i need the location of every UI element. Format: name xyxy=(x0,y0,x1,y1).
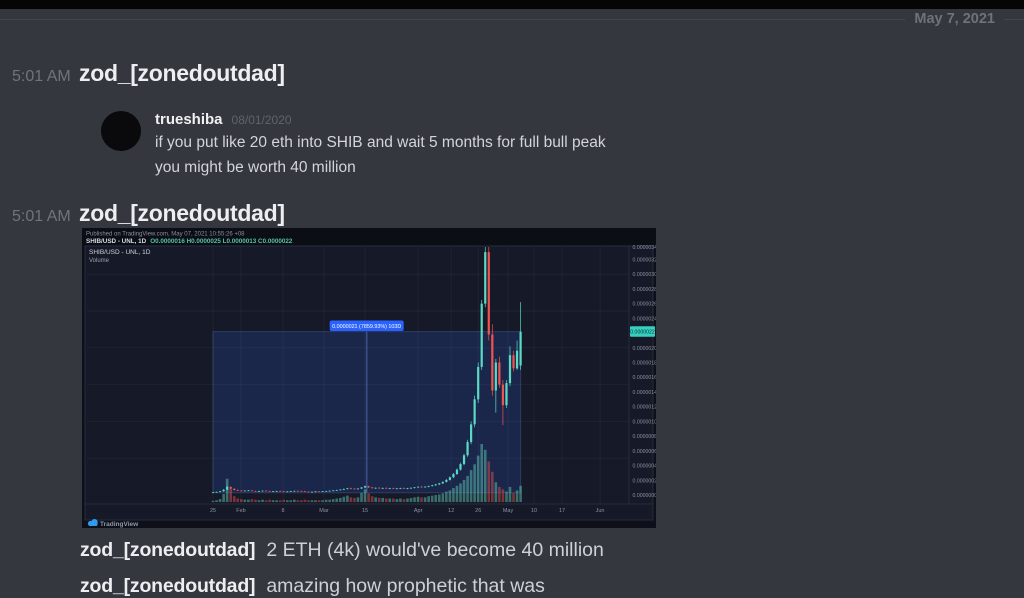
message-4: zod_[zonedoutdad] amazing how prophetic … xyxy=(80,575,545,598)
chart-panel xyxy=(84,245,654,521)
chart-ohlc-values: O0.0000016 H0.0000025 L0.0000013 C0.0000… xyxy=(150,238,293,245)
svg-text:0.0000034: 0.0000034 xyxy=(633,245,657,251)
svg-text:Feb: Feb xyxy=(236,508,245,514)
svg-text:8: 8 xyxy=(282,508,285,514)
svg-text:0.0000012: 0.0000012 xyxy=(633,405,657,411)
quoted-author[interactable]: trueshiba xyxy=(155,111,223,128)
window-top-bar xyxy=(0,0,1024,9)
quoted-timestamp: 08/01/2020 xyxy=(231,113,292,127)
chart-gridlines xyxy=(87,247,629,504)
svg-text:0.0000020: 0.0000020 xyxy=(633,346,657,352)
tradingview-chart: Published on TradingView.com, May 07, 20… xyxy=(82,228,656,528)
message-author[interactable]: zod_[zonedoutdad] xyxy=(80,539,256,561)
quoted-message-header: trueshiba 08/01/2020 xyxy=(155,111,292,128)
svg-text:0.0000016: 0.0000016 xyxy=(633,375,657,381)
message-author[interactable]: zod_[zonedoutdad] xyxy=(79,200,285,226)
svg-text:0.0000008: 0.0000008 xyxy=(633,434,657,440)
svg-text:0.0000026: 0.0000026 xyxy=(633,302,657,308)
svg-text:0.0000021 (7859.93%) 103D: 0.0000021 (7859.93%) 103D xyxy=(332,324,401,330)
chart-legend-symbol: SHIB/USD - UNL, 1D xyxy=(89,249,151,256)
svg-text:15: 15 xyxy=(362,508,368,514)
svg-text:12: 12 xyxy=(448,508,454,514)
quoted-message-body: if you put like 20 eth into SHIB and wai… xyxy=(155,130,606,180)
message-timestamp: 5:01 AM xyxy=(12,208,71,225)
chart-image-attachment[interactable]: Published on TradingView.com, May 07, 20… xyxy=(82,228,656,528)
chart-header-strip xyxy=(82,228,656,245)
svg-text:0.0000010: 0.0000010 xyxy=(633,419,657,425)
svg-text:0.0000024: 0.0000024 xyxy=(633,316,657,322)
chart-legend-volume: Volume xyxy=(89,258,110,264)
message-author[interactable]: zod_[zonedoutdad] xyxy=(79,60,285,86)
svg-text:0.0000004: 0.0000004 xyxy=(633,464,657,470)
avatar[interactable] xyxy=(101,111,141,151)
svg-text:0.0000006: 0.0000006 xyxy=(633,449,657,455)
svg-text:Jun: Jun xyxy=(596,508,605,514)
svg-text:0.0000022: 0.0000022 xyxy=(630,330,655,336)
time-axis-labels: 25 Feb 8 Mar 15 Apr 12 26 May 10 17 Jun xyxy=(210,508,604,514)
svg-text:Mar: Mar xyxy=(319,508,329,514)
message-text: amazing how prophetic that was xyxy=(266,575,545,597)
svg-text:Apr: Apr xyxy=(414,508,423,514)
message-text: 2 ETH (4k) would've become 40 million xyxy=(266,539,604,561)
date-price-range-tool xyxy=(212,331,522,494)
chart-published-line: Published on TradingView.com, May 07, 20… xyxy=(86,232,245,238)
svg-text:26: 26 xyxy=(475,508,481,514)
chart-symbol-line: SHIB/USD - UNL, 1D O0.0000016 H0.0000025 … xyxy=(86,238,293,245)
message-header-2: 5:01 AM zod_[zonedoutdad] xyxy=(12,200,285,227)
candlesticks xyxy=(211,247,522,494)
range-tool-label: 0.0000021 (7859.93%) 103D xyxy=(329,320,404,331)
message-3: zod_[zonedoutdad] 2 ETH (4k) would've be… xyxy=(80,539,604,562)
svg-text:0.0000000: 0.0000000 xyxy=(633,493,657,499)
divider-line-left xyxy=(0,18,906,20)
svg-text:TradingView: TradingView xyxy=(100,521,139,528)
quoted-message-line: if you put like 20 eth into SHIB and wai… xyxy=(155,134,606,151)
svg-text:10: 10 xyxy=(531,508,537,514)
divider-line-right xyxy=(1004,18,1024,20)
svg-text:0.0000030: 0.0000030 xyxy=(633,272,657,278)
tradingview-watermark: TradingView xyxy=(87,519,139,528)
date-divider: May 7, 2021 xyxy=(0,11,1024,27)
svg-text:25: 25 xyxy=(210,508,216,514)
quoted-message-line: you might be worth 40 million xyxy=(155,159,356,176)
current-price-tag: 0.0000022 xyxy=(630,326,655,337)
svg-text:0.0000002: 0.0000002 xyxy=(633,478,657,484)
tradingview-logo-icon xyxy=(87,519,98,527)
svg-text:0.0000018: 0.0000018 xyxy=(633,361,657,367)
message-author[interactable]: zod_[zonedoutdad] xyxy=(80,575,256,597)
message-header-1: 5:01 AM zod_[zonedoutdad] xyxy=(12,60,285,87)
svg-text:0.0000014: 0.0000014 xyxy=(633,390,657,396)
price-axis-labels: 0.0000034 0.0000032 0.0000030 0.0000028 0.00… xyxy=(633,245,657,499)
svg-text:0.0000028: 0.0000028 xyxy=(633,287,657,293)
svg-text:17: 17 xyxy=(559,508,565,514)
date-divider-label: May 7, 2021 xyxy=(914,11,995,27)
message-timestamp: 5:01 AM xyxy=(12,68,71,85)
svg-text:0.0000032: 0.0000032 xyxy=(633,257,657,263)
svg-text:May: May xyxy=(503,508,514,514)
volume-bars xyxy=(211,444,522,502)
